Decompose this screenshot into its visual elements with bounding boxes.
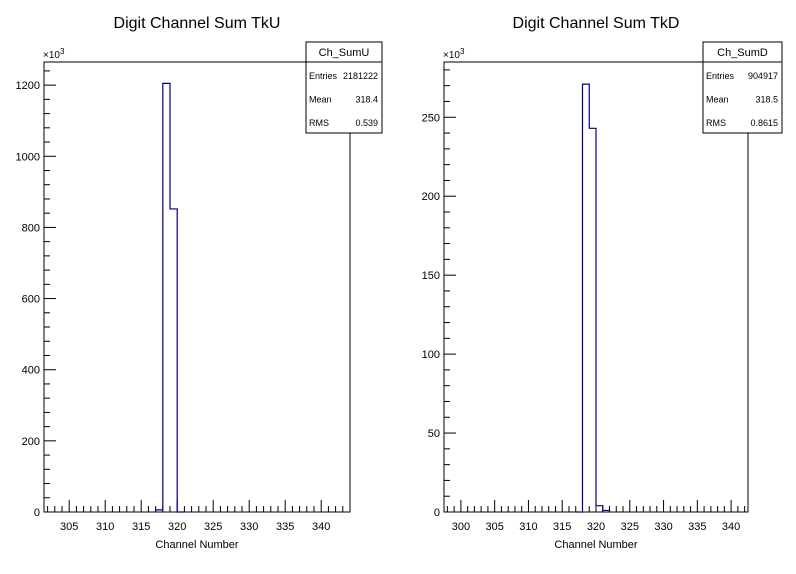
x-tick-label: 325 [621,521,639,533]
y-tick-label: 800 [22,222,40,234]
x-tick-label: 340 [312,521,330,533]
stats-value: 0.539 [355,118,378,128]
histogram-bin [163,83,170,512]
y-tick-label: 400 [22,365,40,377]
x-tick-label: 315 [132,521,150,533]
x-tick-label: 330 [654,521,672,533]
x-tick-label: 330 [240,521,258,533]
plot-frame [43,61,351,513]
histogram-outline [575,83,611,513]
histogram-bin [582,84,589,512]
x-tick-label: 340 [722,521,740,533]
y-tick-label: 200 [22,436,40,448]
x-tick-label: 325 [204,521,222,533]
x-tick-label: 305 [60,521,78,533]
stats-box [702,41,783,134]
y-tick-label: 1200 [16,80,40,92]
x-axis-label: Channel Number [155,539,238,551]
histogram-outline [155,82,185,513]
histogram-bin [596,506,603,512]
stats-value: 0.8615 [750,118,778,128]
stats-histogram-name: Ch_SumD [717,47,768,59]
histogram-bin [170,209,177,512]
y-tick-label: 150 [422,270,440,282]
y-tick-label: 250 [422,112,440,124]
x-tick-label: 335 [688,521,706,533]
stats-label: RMS [706,118,726,128]
y-tick-label: 1000 [16,151,40,163]
x-tick-label: 320 [168,521,186,533]
stats-value: 318.4 [355,95,378,105]
histogram-bin [589,128,596,512]
y-tick-label: 50 [428,428,440,440]
stats-histogram-name: Ch_SumU [319,47,370,59]
stats-box [305,41,383,134]
stats-label: Entries [706,71,735,81]
y-multiplier-label: ×103 [443,47,465,61]
stats-value: 2181222 [343,71,378,81]
y-tick-label: 600 [22,294,40,306]
x-tick-label: 335 [276,521,294,533]
x-tick-label: 310 [96,521,114,533]
stats-value: 318.5 [755,95,778,105]
histogram-pad-2: Digit Channel Sum TkD 300 305 310 315 320 325 3… [422,15,783,551]
stats-label: Mean [309,95,332,105]
y-tick-label: 0 [434,507,440,519]
chart-title: Digit Channel Sum TkD [513,15,680,32]
x-tick-label: 310 [519,521,537,533]
y-tick-label: 0 [34,507,40,519]
histogram-pad-1: Digit Channel Sum TkU 305 310 315 320 325 330 3… [16,15,383,551]
x-axis-label: Channel Number [554,539,637,551]
x-tick-label: 300 [452,521,470,533]
stats-label: Mean [706,95,729,105]
y-multiplier-label: ×103 [43,47,65,61]
x-tick-label: 320 [587,521,605,533]
x-tick-label: 305 [485,521,503,533]
stats-label: Entries [309,71,338,81]
y-tick-label: 200 [422,191,440,203]
y-tick-label: 100 [422,349,440,361]
stats-value: 904917 [748,71,778,81]
chart-title: Digit Channel Sum TkU [114,15,281,32]
stats-label: RMS [309,118,329,128]
x-tick-label: 315 [553,521,571,533]
